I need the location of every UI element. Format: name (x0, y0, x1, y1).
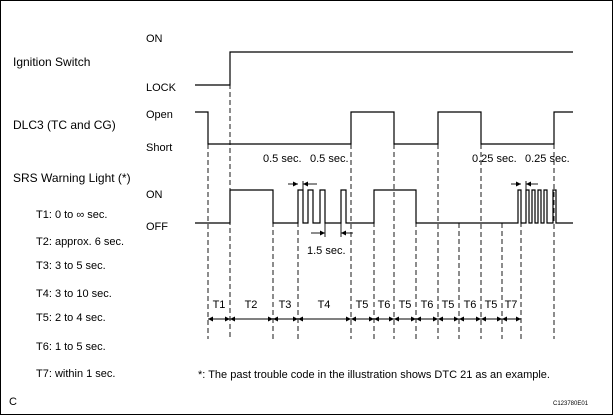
srs-on-label: ON (146, 189, 163, 201)
dlc3-label: DLC3 (TC and CG) (13, 118, 116, 132)
srs-light-waveform (195, 189, 573, 224)
footnote: *: The past trouble code in the illustra… (198, 369, 550, 381)
dlc-short-label: Short (146, 142, 172, 154)
ignition-switch-label: Ignition Switch (13, 55, 90, 69)
corner-letter: C (9, 396, 17, 408)
dlc-open-label: Open (146, 109, 173, 121)
half-second-markers: 0.5 sec. 0.5 sec. (263, 153, 349, 190)
interval-ruler: T1 T2 T3 T4 T5 T6 T5 T6 T5 T6 T5 T7 (208, 299, 521, 322)
dlc3-waveform (195, 111, 573, 145)
quarter-second-markers: 0.25 sec. 0.25 sec. (472, 153, 570, 190)
duration-t7: T7: within 1 sec. (36, 368, 115, 380)
interval-t6-1: T6 (378, 299, 391, 311)
interval-t5-3: T5 (442, 299, 455, 311)
figure-id: C123780E01 (553, 401, 589, 407)
half-sec-label-b: 0.5 sec. (310, 153, 349, 165)
duration-t1: T1: 0 to ∞ sec. (36, 209, 107, 221)
ignition-waveform (195, 51, 573, 86)
duration-t6: T6: 1 to 5 sec. (36, 341, 106, 353)
interval-t5-2: T5 (399, 299, 412, 311)
interval-t4: T4 (318, 299, 331, 311)
interval-t3: T3 (279, 299, 292, 311)
interval-t6-2: T6 (421, 299, 434, 311)
interval-t7: T7 (505, 299, 518, 311)
interval-t5-4: T5 (485, 299, 498, 311)
interval-t6-3: T6 (464, 299, 477, 311)
ignition-lock-label: LOCK (146, 82, 177, 94)
quarter-sec-label-a: 0.25 sec. (472, 153, 517, 165)
duration-t2: T2: approx. 6 sec. (36, 236, 124, 248)
one-half-sec-label: 1.5 sec. (307, 245, 346, 257)
srs-warning-light-label: SRS Warning Light (*) (13, 171, 131, 185)
duration-legend: T1: 0 to ∞ sec. T2: approx. 6 sec. T3: 3… (36, 209, 124, 380)
timing-guide-lines (207, 52, 555, 339)
interval-t5-1: T5 (356, 299, 369, 311)
half-sec-label-a: 0.5 sec. (263, 153, 302, 165)
interval-t1: T1 (213, 299, 226, 311)
one-half-second-marker: 1.5 sec. (307, 223, 353, 257)
duration-t4: T4: 3 to 10 sec. (36, 288, 112, 300)
quarter-sec-label-b: 0.25 sec. (525, 153, 570, 165)
srs-off-label: OFF (146, 221, 168, 233)
duration-t5: T5: 2 to 4 sec. (36, 312, 106, 324)
interval-t2: T2 (245, 299, 258, 311)
duration-t3: T3: 3 to 5 sec. (36, 260, 106, 272)
ignition-on-label: ON (146, 33, 163, 45)
